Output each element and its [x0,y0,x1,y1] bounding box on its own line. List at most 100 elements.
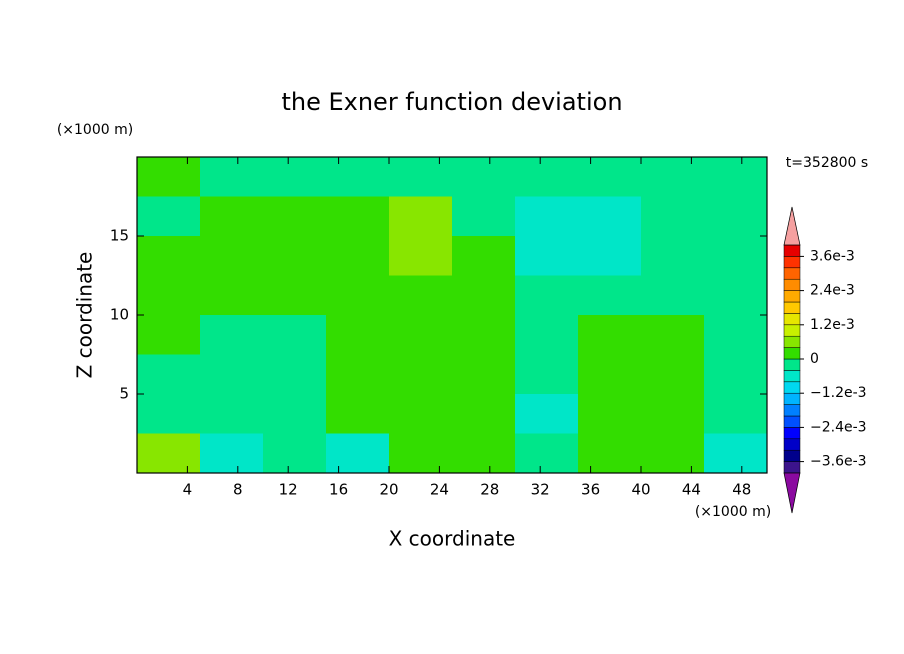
colorbar-tick-label: 1.2e-3 [810,317,855,333]
field-cell [137,315,201,355]
field-cell [137,275,201,316]
field-cell [326,394,390,434]
x-tick-label: 24 [430,481,449,499]
colorbar-box [783,256,801,269]
field-cell [452,394,516,434]
colorbar-tick-label: 2.4e-3 [810,283,855,299]
field-cell [578,354,642,395]
field-cell [200,157,264,197]
colorbar-box [783,427,801,440]
field-cell [263,275,327,316]
field-cell [515,394,579,434]
colorbar-box [783,313,801,326]
colorbar-box [783,290,801,303]
field-cell [200,354,264,395]
x-tick-label: 36 [581,481,600,499]
field-cell [200,236,264,276]
field-cell [515,157,579,197]
field-cell [515,275,579,316]
x-tick-label: 20 [379,481,398,499]
field-cell [326,275,390,316]
field-cell [578,433,642,474]
field-cell [515,315,579,355]
colorbar-box [783,278,801,291]
colorbar-box [783,358,801,371]
field-cell [641,196,705,237]
x-axis-label: X coordinate [389,527,516,551]
colorbar-box [783,392,801,405]
chart-title: the Exner function deviation [281,88,622,116]
field-cell [326,196,390,237]
field-cell [137,196,201,237]
colorbar-tick-label: 3.6e-3 [810,248,855,264]
x-tick-label: 40 [631,481,650,499]
field-cell [137,433,201,474]
field-cell [200,394,264,434]
field-cell [452,354,516,395]
field-cell [389,433,453,474]
field-cell [389,275,453,316]
colorbar-under [783,472,801,514]
colorbar-tick-label: −2.4e-3 [810,419,867,435]
field-cell [452,275,516,316]
field-cell [578,236,642,276]
colorbar-box [783,438,801,451]
field-cell [452,315,516,355]
field-cell [263,315,327,355]
field-cell [452,196,516,237]
field-cell [263,394,327,434]
field-cell [641,315,705,355]
field-cell [137,236,201,276]
field-cell [452,433,516,474]
field-cell [389,354,453,395]
colorbar-box [783,381,801,394]
colorbar-box [783,449,801,462]
field-cell [704,354,768,395]
colorbar-box [783,415,801,428]
y-tick-label: 15 [110,227,129,245]
field-cell [704,433,768,474]
field-cell [641,394,705,434]
field-cell [641,354,705,395]
field-cell [263,196,327,237]
field-cell [389,236,453,276]
field-cell [578,394,642,434]
field-cell [704,315,768,355]
field-cell [452,236,516,276]
field-cell [263,236,327,276]
colorbar-box [783,267,801,280]
colorbar-tick-label: −3.6e-3 [810,454,867,470]
field-cell [704,236,768,276]
field-cell [452,157,516,197]
field-cell [263,433,327,474]
colorbar-tick-label: −1.2e-3 [810,385,867,401]
field-cell [389,157,453,197]
field-cell [578,275,642,316]
field-cell [389,196,453,237]
field-cell [704,275,768,316]
field-cell [137,354,201,395]
field-cell [200,275,264,316]
y-tick-label: 5 [119,385,129,403]
field-cell [200,196,264,237]
field-cell [515,236,579,276]
colorbar-box [783,301,801,314]
colorbar-box [783,244,801,257]
field-cell [326,315,390,355]
field-cell [641,236,705,276]
field-cell [578,315,642,355]
x-tick-label: 4 [183,481,193,499]
field-cell [263,157,327,197]
field-cell [137,394,201,434]
colorbar-box [783,404,801,417]
colorbar-box [783,461,801,474]
x-tick-label: 28 [480,481,499,499]
field-cell [515,354,579,395]
field-cell [704,394,768,434]
field-cell [200,315,264,355]
field-cell [326,433,390,474]
x-unit: (×1000 m) [695,504,771,520]
colorbar-box [783,324,801,337]
field-cell [641,433,705,474]
x-tick-label: 16 [329,481,348,499]
